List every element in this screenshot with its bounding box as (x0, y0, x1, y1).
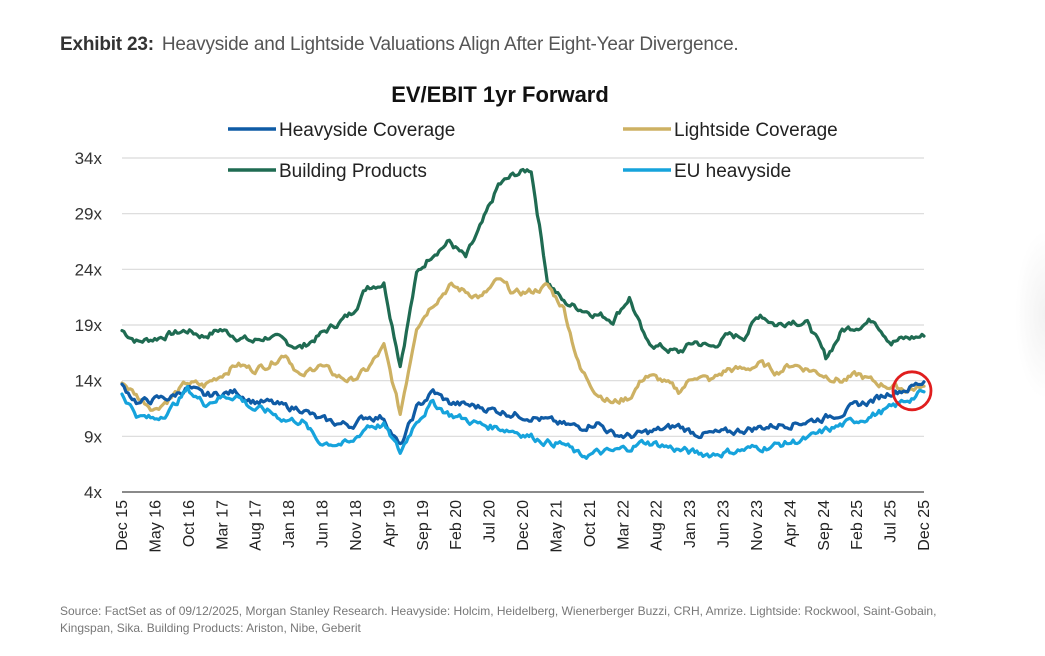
exhibit-title: Exhibit 23: Heavyside and Lightside Valua… (60, 34, 739, 56)
x-tick-label: Jan 23 (682, 500, 699, 548)
legend-background (619, 161, 875, 183)
x-tick-label: Aug 17 (248, 500, 265, 551)
x-tick-label: Mar 17 (214, 500, 231, 550)
y-axis: 4x 9x 14x 19x 24x 29x 34x (75, 149, 103, 502)
x-tick-label: Oct 16 (181, 500, 198, 547)
chart-title: EV/EBIT 1yr Forward (391, 82, 609, 107)
x-tick-label: Feb 25 (849, 500, 866, 550)
legend-label: Building Products (279, 161, 427, 182)
x-tick-label: Sep 19 (415, 500, 432, 551)
y-tick-label: 19x (75, 316, 103, 335)
y-tick-label: 9x (84, 427, 102, 446)
x-tick-label: May 16 (147, 500, 164, 553)
exhibit-title-text: Heavyside and Lightside Valuations Align… (161, 34, 739, 55)
x-tick-label: Nov 18 (348, 500, 365, 551)
x-tick-label: Aug 22 (649, 500, 666, 551)
x-tick-label: Apr 19 (381, 500, 398, 547)
x-tick-label: Oct 21 (582, 500, 599, 547)
x-tick-label: Jul 25 (883, 500, 900, 543)
legend-background (619, 120, 875, 142)
line-chart: 4x 9x 14x 19x 24x 29x 34x Dec 15 May 16 Oct 16 Ma… (75, 120, 933, 553)
y-tick-label: 14x (75, 372, 103, 391)
x-tick-label: Jan 18 (281, 500, 298, 548)
x-tick-label: Jun 18 (315, 500, 332, 548)
x-tick-label: Dec 20 (515, 500, 532, 551)
x-tick-label: Jul 20 (482, 500, 499, 543)
highlight-circle (891, 370, 933, 412)
series-line-eu-heavyside (120, 384, 926, 460)
highlight-group (891, 370, 933, 412)
x-tick-label: Jun 23 (716, 500, 733, 548)
legend: Heavyside Coverage Lightside Coverage Buil… (224, 120, 875, 183)
x-tick-label: Feb 20 (448, 500, 465, 550)
x-axis: Dec 15 May 16 Oct 16 Mar 17 Aug 17 Jan 18 Jun … (114, 500, 933, 553)
y-tick-label: 4x (84, 483, 102, 502)
y-tick-label: 34x (75, 149, 103, 168)
legend-background (224, 120, 480, 142)
x-tick-label: Sep 24 (816, 500, 833, 551)
series-line-building-products (120, 167, 926, 369)
y-tick-label: 24x (75, 260, 103, 279)
series-group (120, 167, 926, 460)
y-tick-label: 29x (75, 205, 103, 224)
legend-label: EU heavyside (674, 161, 791, 182)
x-tick-label: Nov 23 (749, 500, 766, 551)
x-tick-label: Mar 22 (615, 500, 632, 550)
series-line-lightside-coverage (120, 277, 926, 416)
source-note: Source: FactSet as of 09/12/2025, Morgan… (60, 604, 937, 635)
background-decoration (1015, 230, 1045, 400)
x-tick-label: May 21 (548, 500, 565, 553)
x-tick-label: Dec 15 (114, 500, 131, 551)
series-line-heavyside-coverage (120, 380, 926, 446)
legend-background (224, 161, 480, 183)
exhibit-label: Exhibit 23: (60, 34, 154, 55)
x-tick-label: Dec 25 (916, 500, 933, 551)
x-tick-label: Apr 24 (782, 500, 799, 547)
legend-label: Heavyside Coverage (279, 120, 455, 141)
legend-label: Lightside Coverage (674, 120, 838, 141)
